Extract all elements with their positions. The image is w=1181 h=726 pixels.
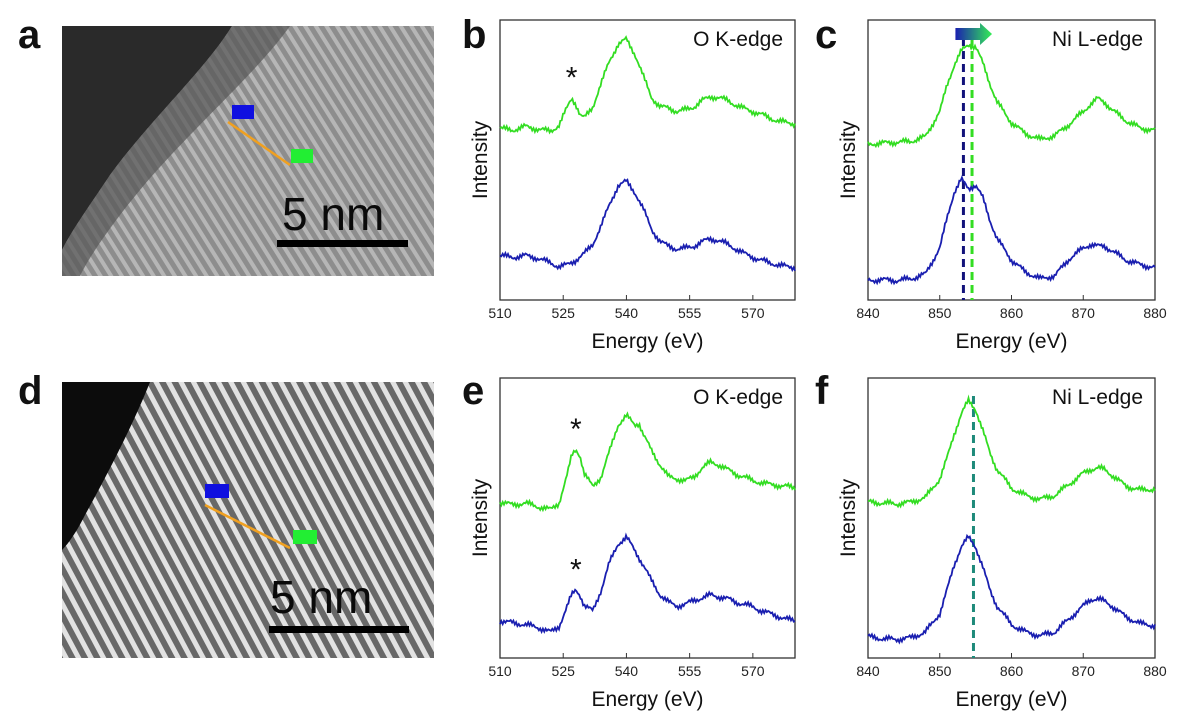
spectrum-line-b-blue (499, 178, 796, 273)
edge-label-b: O K-edge (693, 28, 783, 51)
x-axis-label-e: Energy (eV) (591, 688, 703, 711)
micrograph-a-vacuum-region (62, 26, 232, 250)
panel-label-e: e (462, 369, 484, 413)
spectrum-line-c-green (867, 43, 1156, 149)
x-tick-label-f-850: 850 (928, 663, 952, 679)
spectrum-line-f-blue (867, 533, 1156, 645)
y-axis-label-c: Intensity (837, 120, 860, 199)
plot-frame-c (867, 19, 1156, 301)
y-axis-label-f: Intensity (837, 478, 860, 557)
x-tick-label-b-525: 525 (552, 305, 576, 321)
x-tick-label-b-510: 510 (488, 305, 512, 321)
peak-star-marker-e-1: * (570, 553, 582, 586)
x-tick-label-c-840: 840 (856, 305, 880, 321)
plot-frame-f (867, 377, 1156, 659)
peak-star-marker-b-0: * (566, 62, 578, 95)
green-region-marker-a (291, 149, 313, 163)
x-tick-label-f-880: 880 (1143, 663, 1167, 679)
spectra-plots: 510 525 540 555 570 Energy (eV) Intensity O K-e… (469, 19, 1167, 711)
y-axis-label-b: Intensity (469, 120, 492, 199)
edge-label-e: O K-edge (693, 386, 783, 409)
x-axis-label-f: Energy (eV) (955, 688, 1067, 711)
x-tick-label-b-570: 570 (741, 305, 765, 321)
x-tick-label-f-860: 860 (1000, 663, 1024, 679)
direction-arrow-d (204, 503, 291, 550)
x-tick-label-f-870: 870 (1072, 663, 1096, 679)
x-tick-label-c-870: 870 (1072, 305, 1096, 321)
plot-frame-e (499, 377, 796, 659)
spectrum-panel-f: 840 850 860 870 880 Energy (eV) Intensity Ni L-… (837, 377, 1167, 711)
scale-bar-d (269, 626, 409, 633)
spectrum-panel-b: 510 525 540 555 570 Energy (eV) Intensity O K-e… (469, 19, 796, 353)
x-tick-label-e-540: 540 (615, 663, 639, 679)
spectrum-line-e-green (499, 411, 796, 513)
spectrum-panel-c: 840 850 860 870 880 Energy (eV) Intensity Ni L-… (837, 19, 1167, 353)
panel-label-f: f (815, 369, 829, 413)
scale-bar-a (277, 240, 408, 247)
panel-label-d: d (18, 369, 42, 413)
x-tick-label-e-555: 555 (678, 663, 702, 679)
x-tick-label-e-525: 525 (552, 663, 576, 679)
edge-label-c: Ni L-edge (1052, 28, 1143, 51)
peak-star-marker-e-0: * (570, 413, 582, 446)
spectrum-line-f-green (867, 394, 1156, 509)
x-tick-label-c-880: 880 (1143, 305, 1167, 321)
green-region-marker-d (293, 530, 317, 544)
panel-label-c: c (815, 13, 837, 57)
energy-shift-arrow-icon (955, 23, 993, 45)
panel-label-a: a (18, 13, 41, 57)
blue-region-marker-d (205, 484, 229, 498)
spectrum-line-c-blue (867, 174, 1156, 286)
spectrum-panel-e: 510 525 540 555 570 Energy (eV) Intensity O K-e… (469, 377, 796, 711)
micrograph-a-surface-layer (62, 26, 290, 276)
x-tick-label-e-510: 510 (488, 663, 512, 679)
x-tick-label-f-840: 840 (856, 663, 880, 679)
micrograph-a: 5 nm (62, 26, 434, 276)
panel-label-b: b (462, 13, 486, 57)
x-tick-label-b-555: 555 (678, 305, 702, 321)
edge-label-f: Ni L-edge (1052, 386, 1143, 409)
y-axis-label-e: Intensity (469, 478, 492, 557)
micrograph-d-vacuum-region (62, 382, 150, 550)
x-tick-label-c-850: 850 (928, 305, 952, 321)
scale-bar-label-a: 5 nm (282, 188, 384, 240)
x-axis-label-c: Energy (eV) (955, 330, 1067, 353)
spectrum-line-b-green (499, 35, 796, 135)
micrograph-d: 5 nm (62, 382, 434, 658)
x-tick-label-e-570: 570 (741, 663, 765, 679)
direction-arrow-a (227, 120, 291, 167)
x-tick-label-b-540: 540 (615, 305, 639, 321)
spectrum-line-e-blue (499, 532, 796, 635)
plot-frame-b (499, 19, 796, 301)
scale-bar-label-d: 5 nm (270, 571, 372, 623)
x-tick-label-c-860: 860 (1000, 305, 1024, 321)
x-axis-label-b: Energy (eV) (591, 330, 703, 353)
blue-region-marker-a (232, 105, 254, 119)
